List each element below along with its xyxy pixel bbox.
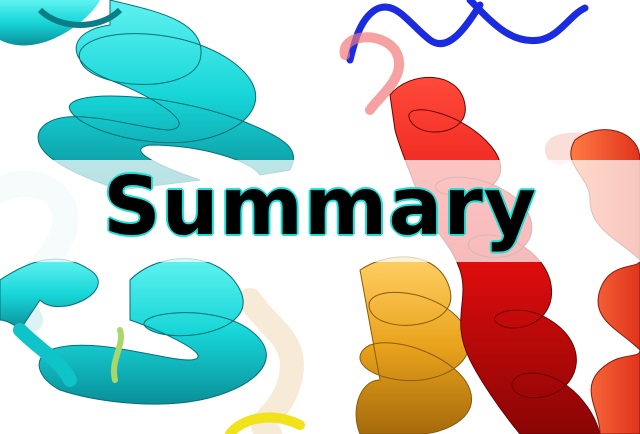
yellow-strand: [225, 412, 305, 434]
cyan-helix-top: [0, 0, 294, 191]
title-banner: [0, 160, 640, 262]
green-strand: [110, 327, 125, 383]
red-faint-coil: [339, 32, 405, 115]
cyan-helix-bottom: [0, 258, 267, 434]
banner-title: Summary: [103, 160, 537, 253]
orange-helix: [355, 256, 473, 434]
blue-loop: [346, 0, 589, 64]
